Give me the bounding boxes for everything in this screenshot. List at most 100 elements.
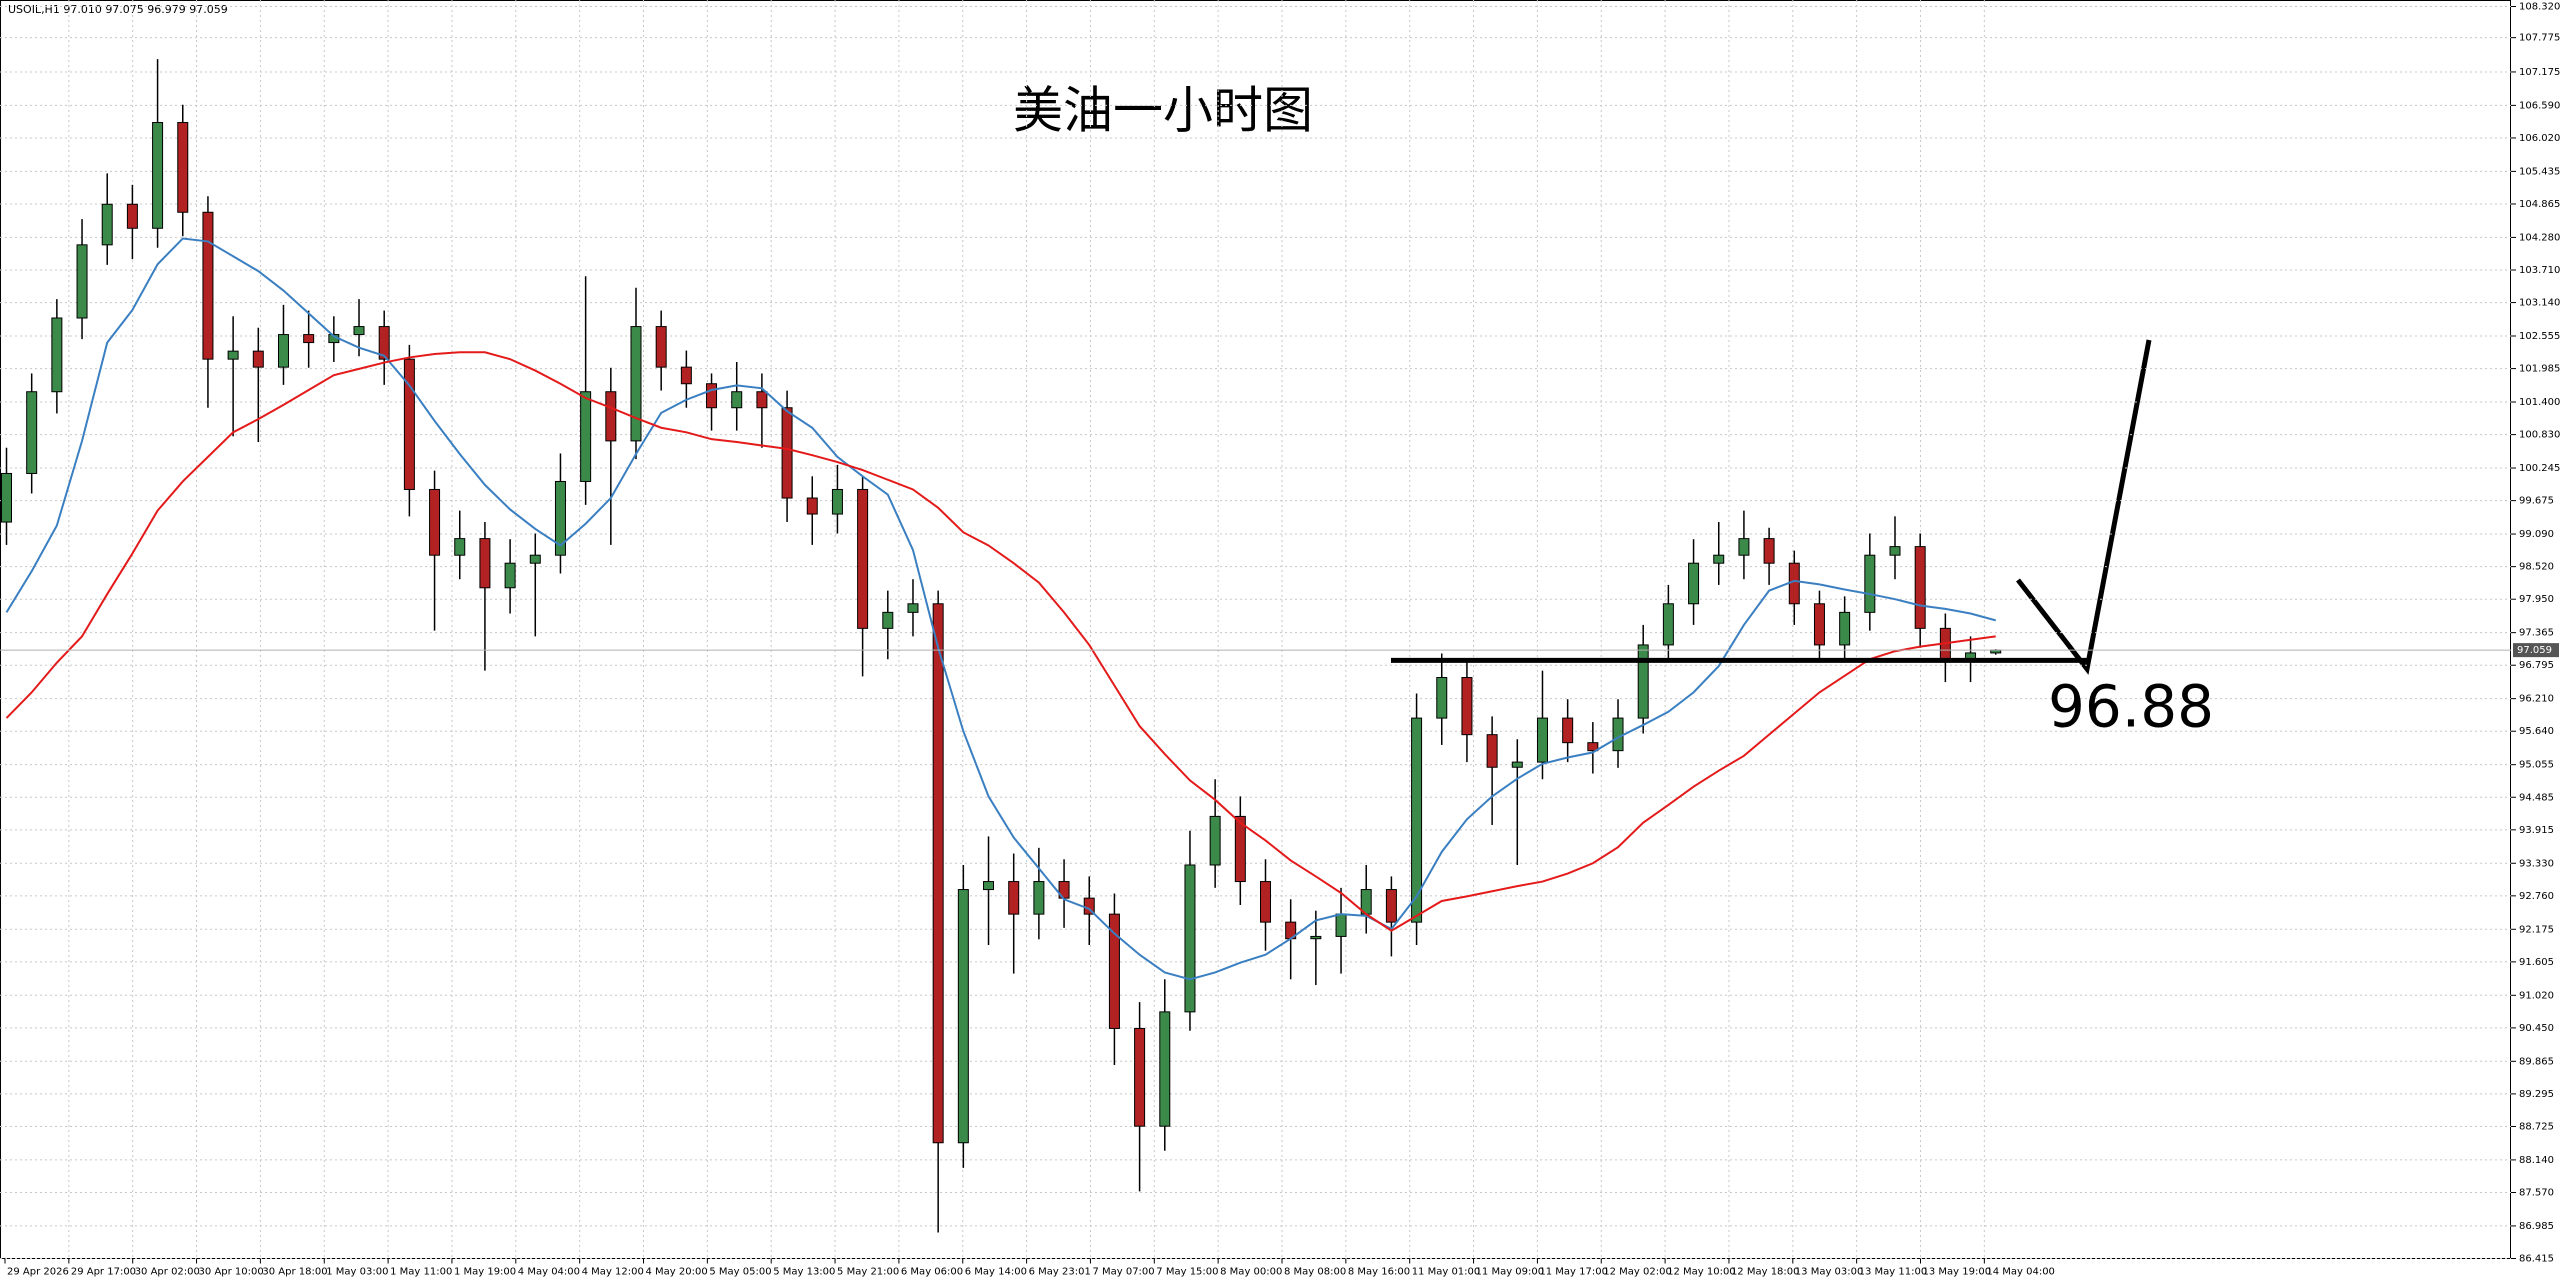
- candle-body: [831, 488, 843, 515]
- y-tick-label: 105.435: [2519, 166, 2560, 177]
- candle-body: [303, 334, 315, 344]
- y-tick-label: 108.320: [2519, 2, 2560, 13]
- candle-body: [1033, 881, 1045, 915]
- x-tick-label: 12 May 02:00: [1603, 1267, 1672, 1278]
- y-tick-label: 99.675: [2519, 496, 2554, 507]
- candle-body: [1637, 644, 1649, 719]
- y-tick-label: 86.415: [2519, 1254, 2554, 1265]
- x-tick-label: 4 May 20:00: [646, 1267, 708, 1278]
- candle-body: [1688, 562, 1700, 605]
- candle-body: [806, 497, 818, 515]
- candle-body: [1184, 864, 1196, 1013]
- candle-body: [1612, 717, 1624, 752]
- candle-body: [680, 366, 692, 385]
- candle-body: [76, 244, 88, 319]
- x-tick-label: 6 May 06:00: [901, 1267, 963, 1278]
- candle-body: [1486, 734, 1498, 768]
- y-tick-label: 92.760: [2519, 891, 2554, 902]
- x-tick-label: 8 May 08:00: [1284, 1267, 1346, 1278]
- candle-body: [731, 391, 743, 409]
- y-tick-label: 106.020: [2519, 133, 2560, 144]
- x-tick-label: 11 May 09:00: [1476, 1267, 1545, 1278]
- x-tick-label: 12 May 10:00: [1667, 1267, 1736, 1278]
- x-tick-label: 5 May 05:00: [709, 1267, 771, 1278]
- candle-body: [580, 391, 592, 482]
- y-tick-label: 94.485: [2519, 792, 2554, 803]
- y-tick-label: 99.090: [2519, 529, 2554, 540]
- candle-body: [1234, 815, 1246, 883]
- x-tick-label: 1 May 19:00: [454, 1267, 516, 1278]
- candle-body: [177, 122, 189, 213]
- candle-body: [1662, 603, 1674, 646]
- candle-body: [152, 122, 164, 229]
- plot-frame: [0, 0, 2511, 1259]
- x-tick-label: 13 May 19:00: [1923, 1267, 1992, 1278]
- candle-body: [454, 538, 466, 556]
- y-tick-label: 95.055: [2519, 760, 2554, 771]
- y-tick-label: 100.245: [2519, 463, 2560, 474]
- candle-body: [479, 538, 491, 589]
- candle-body: [1260, 881, 1271, 923]
- arrow-annotation: [2016, 339, 2152, 675]
- x-tick-label: 12 May 18:00: [1731, 1267, 1800, 1278]
- x-tick-label: 30 Apr 02:00: [135, 1267, 200, 1278]
- y-tick-label: 96.210: [2519, 694, 2554, 705]
- x-tick-label: 4 May 04:00: [518, 1267, 580, 1278]
- candle-body: [1864, 554, 1876, 613]
- y-tick-label: 101.400: [2519, 397, 2560, 408]
- y-tick-label: 88.725: [2519, 1121, 2554, 1132]
- chart-title: 美油一小时图: [1013, 82, 1313, 140]
- y-tick-label: 89.865: [2519, 1056, 2554, 1067]
- x-tick-label: 30 Apr 10:00: [199, 1267, 264, 1278]
- x-tick-label: 29 Apr 2026: [7, 1267, 69, 1278]
- candle-body: [655, 326, 667, 368]
- y-tick-label: 97.950: [2519, 594, 2554, 605]
- candle-body: [1008, 881, 1020, 915]
- chart-header: USOIL,H1 97.010 97.075 96.979 97.059: [8, 3, 228, 16]
- candle-body: [227, 350, 239, 360]
- y-tick-label: 96.795: [2519, 660, 2554, 671]
- y-tick-label: 93.915: [2519, 825, 2554, 836]
- candle-body: [983, 881, 995, 891]
- candle-body: [1385, 889, 1397, 923]
- candle-body: [252, 350, 264, 368]
- x-tick-label: 13 May 03:00: [1795, 1267, 1864, 1278]
- candle-body: [756, 391, 768, 409]
- x-tick-label: 1 May 03:00: [326, 1267, 388, 1278]
- candle-body: [126, 203, 138, 229]
- candle-body: [504, 562, 516, 589]
- y-tick-label: 93.330: [2519, 858, 2554, 869]
- candle-body: [1562, 717, 1574, 744]
- candle-body: [554, 480, 566, 556]
- candle-body: [932, 603, 944, 1144]
- candle-body: [1713, 554, 1725, 564]
- candle-body: [1159, 1011, 1171, 1127]
- y-tick-label: 88.140: [2519, 1155, 2554, 1166]
- candle-body: [1411, 717, 1423, 923]
- y-tick-label: 103.710: [2519, 265, 2560, 276]
- x-tick-label: 5 May 21:00: [837, 1267, 899, 1278]
- candle-body: [1889, 546, 1901, 556]
- candle-body: [706, 383, 718, 409]
- x-tick-label: 8 May 00:00: [1220, 1267, 1282, 1278]
- candle-body: [51, 317, 63, 393]
- candle-body: [1536, 717, 1548, 763]
- candle-body: [1738, 538, 1750, 556]
- candle-body: [353, 326, 365, 336]
- x-tick-label: 8 May 16:00: [1348, 1267, 1410, 1278]
- candle-body: [1587, 742, 1599, 752]
- y-tick-label: 106.590: [2519, 100, 2560, 111]
- y-tick-label: 101.985: [2519, 364, 2560, 375]
- y-tick-label: 95.640: [2519, 726, 2554, 737]
- candle-body: [1310, 935, 1322, 940]
- y-tick-label: 104.865: [2519, 199, 2560, 210]
- y-tick-label: 90.450: [2519, 1023, 2554, 1034]
- x-tick-label: 13 May 11:00: [1859, 1267, 1928, 1278]
- y-tick-label: 86.985: [2519, 1221, 2554, 1232]
- candle-body: [857, 488, 869, 629]
- x-tick-label: 7 May 15:00: [1156, 1267, 1218, 1278]
- x-tick-label: 11 May 17:00: [1539, 1267, 1608, 1278]
- x-tick-label: 14 May 04:00: [1986, 1267, 2055, 1278]
- candle-body: [1436, 677, 1448, 719]
